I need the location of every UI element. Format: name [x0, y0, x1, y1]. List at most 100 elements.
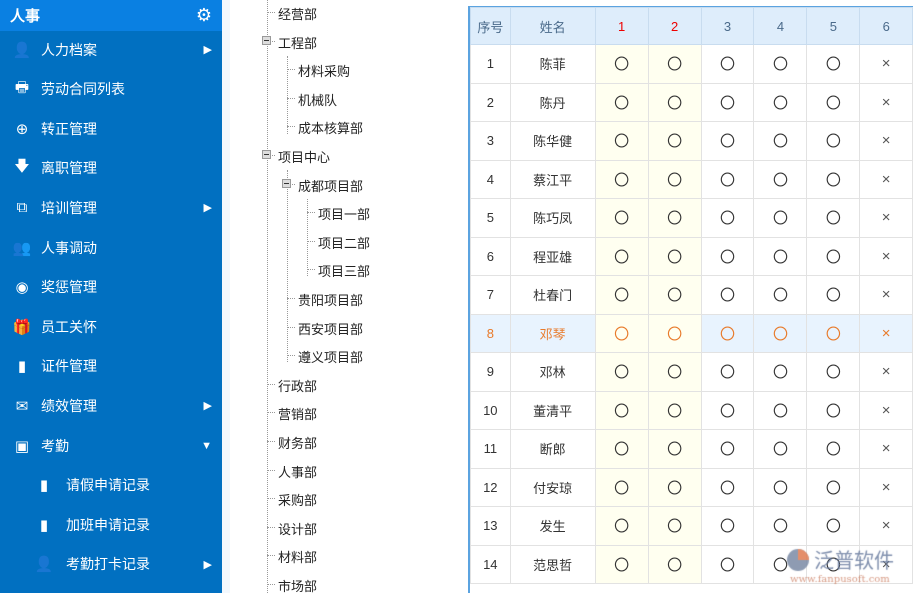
- table-row[interactable]: 11 断郎 〇 〇 〇 〇 〇 ×: [470, 429, 913, 469]
- table-cell[interactable]: 〇: [594, 352, 649, 392]
- table-cell[interactable]: ×: [859, 313, 913, 353]
- table-cell[interactable]: 〇: [594, 82, 649, 122]
- table-cell[interactable]: 〇: [594, 236, 649, 276]
- table-cell[interactable]: 〇: [753, 198, 808, 238]
- table-cell[interactable]: 〇: [594, 121, 649, 161]
- table-cell[interactable]: 〇: [647, 429, 702, 469]
- table-cell[interactable]: 杜春门: [509, 275, 596, 315]
- table-cell[interactable]: 付安琼: [509, 467, 596, 507]
- sidebar-item[interactable]: ◉ 奖惩管理: [0, 268, 222, 307]
- column-header[interactable]: 6: [859, 7, 913, 45]
- table-cell[interactable]: 〇: [594, 506, 649, 546]
- sidebar-item[interactable]: ⊕ 转正管理: [0, 109, 222, 148]
- table-cell[interactable]: 陈菲: [509, 44, 596, 84]
- table-cell[interactable]: ×: [859, 544, 913, 584]
- tree-node[interactable]: 材料部: [278, 550, 318, 566]
- tree-node[interactable]: 人事部: [278, 464, 318, 480]
- tree-node[interactable]: 成都项目部: [298, 178, 364, 194]
- tree-node[interactable]: 贵阳项目部: [298, 293, 364, 308]
- tree-node[interactable]: 项目三部: [318, 264, 371, 280]
- table-cell[interactable]: 〇: [594, 44, 649, 84]
- table-cell[interactable]: 1: [470, 44, 511, 84]
- tree-node[interactable]: 工程部: [278, 35, 318, 51]
- table-cell[interactable]: 〇: [594, 390, 649, 430]
- table-cell[interactable]: ×: [859, 275, 913, 315]
- table-cell[interactable]: 〇: [700, 467, 755, 507]
- table-cell[interactable]: 〇: [806, 506, 861, 546]
- table-cell[interactable]: 〇: [753, 506, 808, 546]
- table-cell[interactable]: 〇: [594, 198, 649, 238]
- tree-node[interactable]: 财务部: [278, 436, 318, 451]
- table-cell[interactable]: 〇: [806, 352, 861, 392]
- table-cell[interactable]: ×: [859, 198, 913, 238]
- tree-node[interactable]: 市场部: [278, 579, 318, 594]
- table-cell[interactable]: 〇: [594, 275, 649, 315]
- table-cell[interactable]: 〇: [753, 390, 808, 430]
- tree-node[interactable]: 经营部: [278, 7, 318, 22]
- tree-node[interactable]: 设计部: [278, 521, 318, 537]
- sidebar-item[interactable]: 👤 考勤打卡记录 ▶: [0, 545, 222, 584]
- table-cell[interactable]: 〇: [806, 467, 861, 507]
- table-cell[interactable]: 〇: [700, 198, 755, 238]
- table-cell[interactable]: 〇: [647, 121, 702, 161]
- table-cell[interactable]: 〇: [806, 429, 861, 469]
- table-cell[interactable]: 邓琴: [509, 313, 596, 353]
- table-cell[interactable]: 〇: [806, 159, 861, 199]
- table-row[interactable]: 3 陈华健 〇 〇 〇 〇 〇 ×: [470, 121, 913, 161]
- table-row[interactable]: 14 范思哲 〇 〇 〇 〇 〇 ×: [470, 544, 913, 584]
- table-cell[interactable]: 〇: [753, 352, 808, 392]
- table-cell[interactable]: 〇: [594, 313, 649, 353]
- table-cell[interactable]: ×: [859, 44, 913, 84]
- tree-node[interactable]: 营销部: [278, 407, 318, 423]
- collapse-icon[interactable]: [262, 150, 271, 159]
- tree-node[interactable]: 成本核算部: [298, 121, 364, 137]
- table-cell[interactable]: 〇: [753, 121, 808, 161]
- splitter[interactable]: [222, 0, 230, 593]
- table-cell[interactable]: 〇: [647, 352, 702, 392]
- gear-icon[interactable]: ⚙: [195, 5, 212, 25]
- column-header[interactable]: 4: [753, 7, 808, 45]
- table-cell[interactable]: 〇: [806, 313, 861, 353]
- sidebar-item[interactable]: 🖶 劳动合同列表: [0, 70, 222, 109]
- table-cell[interactable]: 邓林: [509, 352, 596, 392]
- table-cell[interactable]: 3: [470, 121, 511, 161]
- table-row[interactable]: 8 邓琴 〇 〇 〇 〇 〇 ×: [470, 313, 913, 353]
- table-cell[interactable]: 〇: [647, 544, 702, 584]
- table-cell[interactable]: 〇: [753, 544, 808, 584]
- table-cell[interactable]: 〇: [594, 429, 649, 469]
- sidebar-item[interactable]: ▣ 考勤 ▼: [0, 426, 222, 465]
- table-cell[interactable]: 〇: [753, 275, 808, 315]
- table-cell[interactable]: 〇: [806, 275, 861, 315]
- table-cell[interactable]: 2: [470, 82, 511, 122]
- table-cell[interactable]: 〇: [753, 159, 808, 199]
- column-header[interactable]: 5: [806, 7, 861, 45]
- table-cell[interactable]: 陈巧凤: [509, 198, 596, 238]
- table-cell[interactable]: ×: [859, 429, 913, 469]
- table-cell[interactable]: 董清平: [509, 390, 596, 430]
- table-cell[interactable]: 4: [470, 159, 511, 199]
- column-header[interactable]: 2: [647, 7, 702, 45]
- table-cell[interactable]: 〇: [753, 82, 808, 122]
- table-cell[interactable]: ×: [859, 506, 913, 546]
- table-cell[interactable]: 〇: [806, 390, 861, 430]
- table-cell[interactable]: 〇: [700, 275, 755, 315]
- table-cell[interactable]: 13: [470, 506, 511, 546]
- table-cell[interactable]: 〇: [647, 82, 702, 122]
- tree-node[interactable]: 遵义项目部: [298, 350, 364, 366]
- sidebar-item[interactable]: 👥 人事调动: [0, 228, 222, 267]
- sidebar-item[interactable]: 🎁 员工关怀: [0, 307, 222, 346]
- table-cell[interactable]: 〇: [700, 82, 755, 122]
- tree-node[interactable]: 项目中心: [278, 150, 331, 165]
- sidebar-item[interactable]: ▮ 请假申请记录: [0, 466, 222, 505]
- column-header[interactable]: 3: [700, 7, 755, 45]
- table-cell[interactable]: 〇: [753, 313, 808, 353]
- table-cell[interactable]: 〇: [647, 159, 702, 199]
- table-cell[interactable]: 断郎: [509, 429, 596, 469]
- sidebar-item[interactable]: 👤 人力档案 ▶: [0, 30, 222, 69]
- table-cell[interactable]: 〇: [753, 44, 808, 84]
- table-row[interactable]: 4 蔡江平 〇 〇 〇 〇 〇 ×: [470, 159, 913, 199]
- table-cell[interactable]: 8: [470, 313, 511, 353]
- table-cell[interactable]: 〇: [753, 467, 808, 507]
- table-row[interactable]: 1 陈菲 〇 〇 〇 〇 〇 ×: [470, 44, 913, 84]
- tree-node[interactable]: 西安项目部: [298, 321, 364, 337]
